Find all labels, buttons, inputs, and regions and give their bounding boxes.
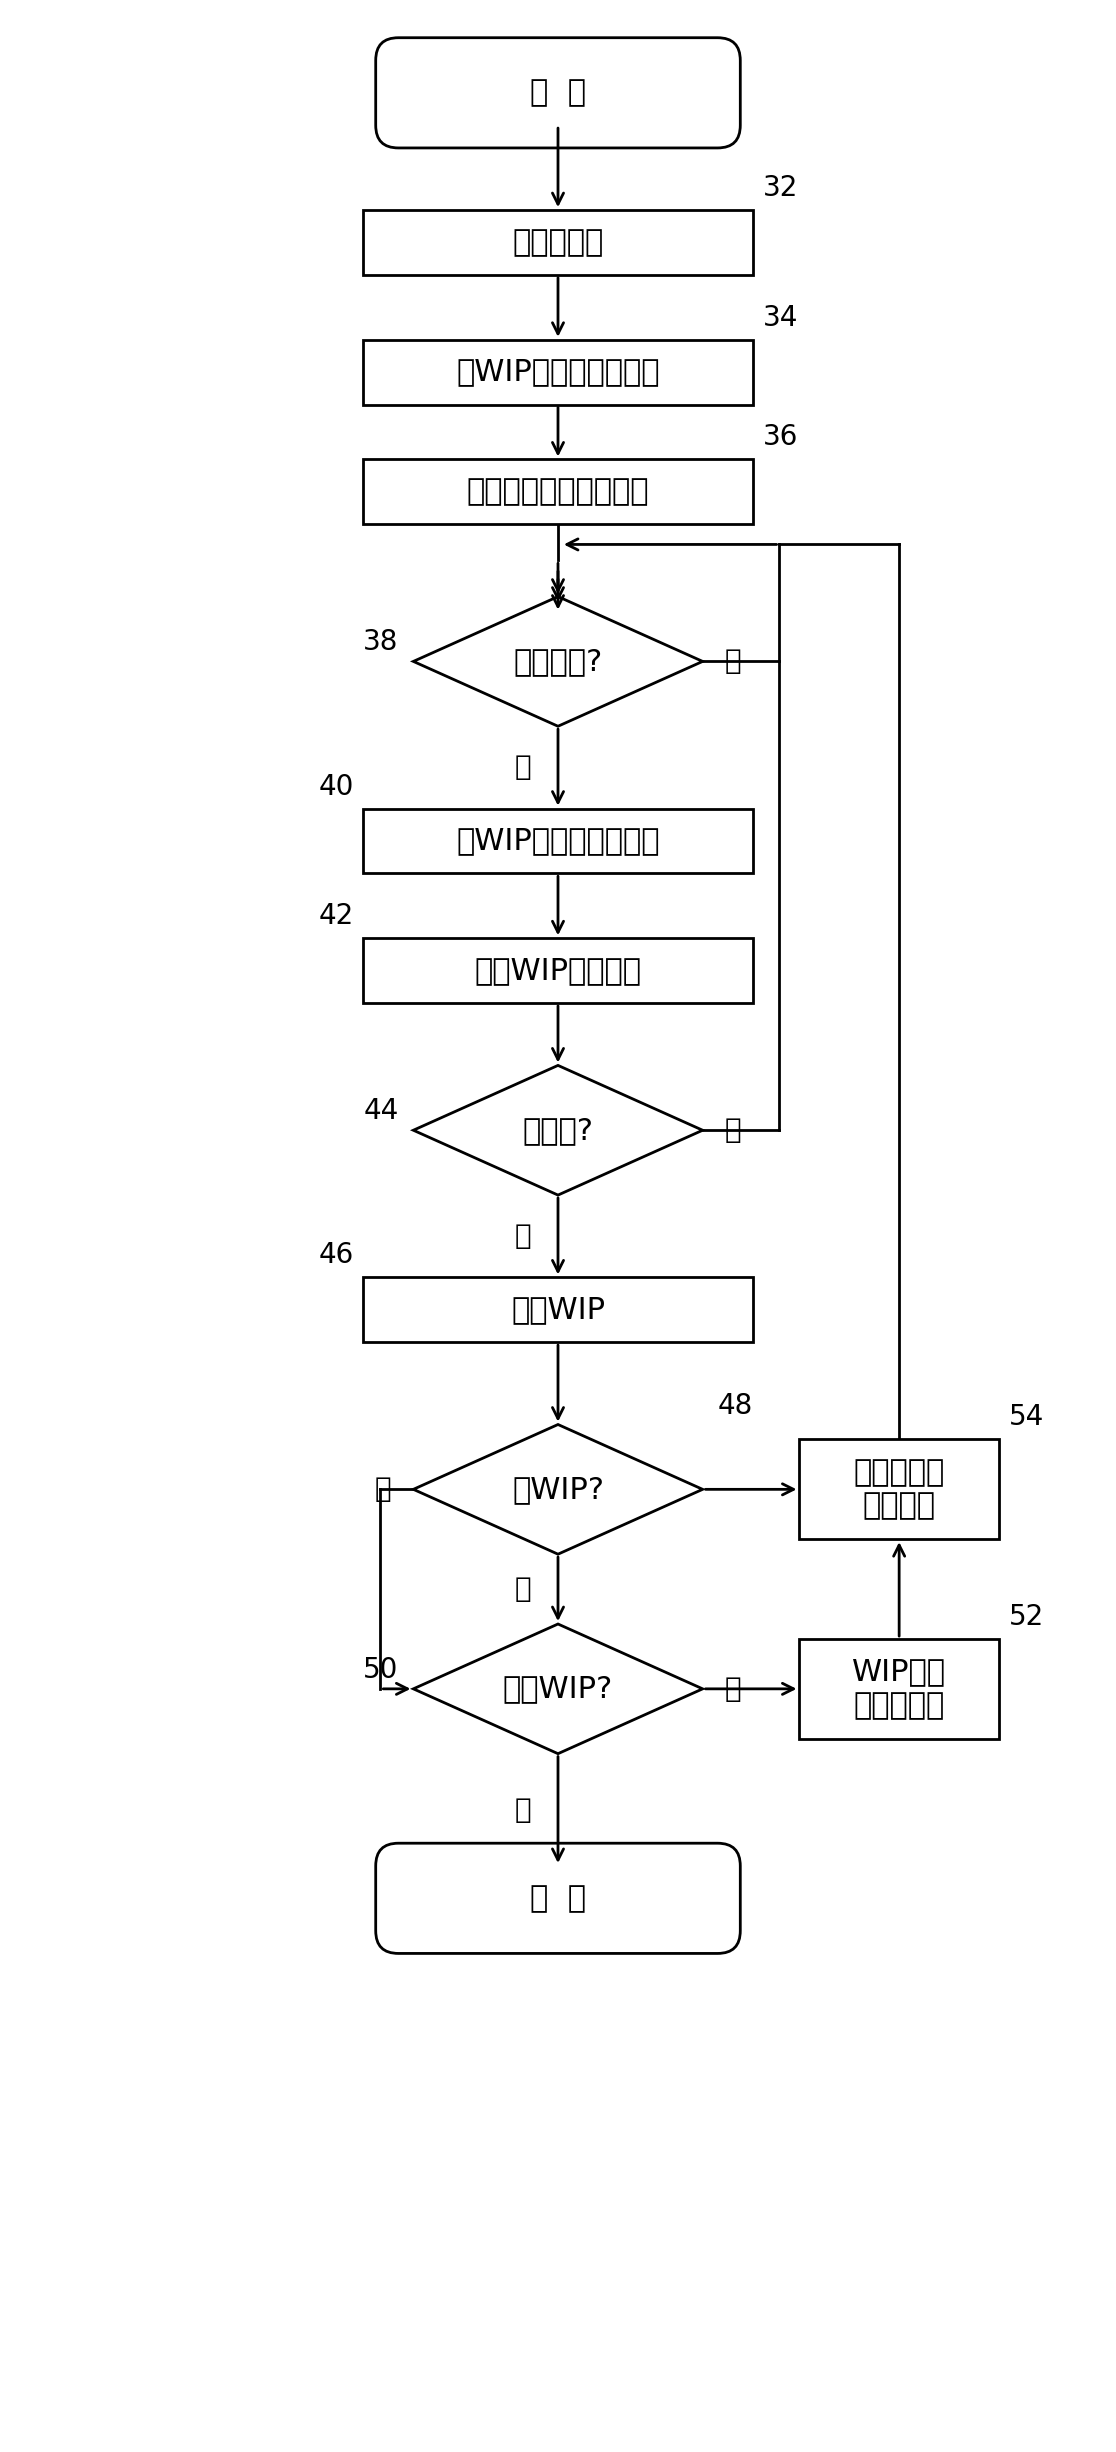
- Bar: [364, 1277, 752, 1341]
- Text: 32: 32: [762, 174, 798, 201]
- Text: 44: 44: [363, 1096, 398, 1125]
- Text: 对设备信息素变量赋值: 对设备信息素变量赋值: [466, 478, 650, 505]
- Bar: [364, 341, 752, 405]
- Text: 否: 否: [724, 647, 741, 674]
- Text: 42: 42: [318, 902, 354, 929]
- Text: 52: 52: [1009, 1604, 1045, 1631]
- Text: 是: 是: [514, 1221, 531, 1251]
- Text: 否: 否: [514, 1574, 531, 1604]
- Bar: [799, 1439, 999, 1540]
- Polygon shape: [413, 596, 703, 726]
- Text: 设备空闲?: 设备空闲?: [513, 647, 603, 677]
- Text: 否: 否: [724, 1675, 741, 1702]
- Text: 计算WIP选择变量: 计算WIP选择变量: [474, 956, 642, 986]
- Text: 46: 46: [318, 1241, 354, 1270]
- Text: 48: 48: [718, 1393, 753, 1420]
- Text: 对WIP信息素变量赋值: 对WIP信息素变量赋值: [456, 826, 660, 856]
- Text: 结  束: 结 束: [530, 1883, 586, 1913]
- Text: 38: 38: [363, 628, 398, 657]
- FancyBboxPatch shape: [376, 1844, 740, 1954]
- Text: 加工WIP: 加工WIP: [511, 1295, 605, 1324]
- Text: 是: 是: [514, 1795, 531, 1824]
- Bar: [799, 1638, 999, 1738]
- Text: 36: 36: [762, 424, 798, 451]
- Text: 把WIP送到相应缓冲区: 把WIP送到相应缓冲区: [456, 358, 660, 387]
- Text: WIP移至
下一缓冲区: WIP移至 下一缓冲区: [853, 1658, 946, 1721]
- Text: 34: 34: [762, 304, 798, 331]
- FancyBboxPatch shape: [376, 37, 740, 147]
- Text: 更新设备信
息素变量: 更新设备信 息素变量: [854, 1459, 945, 1520]
- Polygon shape: [413, 1425, 703, 1555]
- Text: 是: 是: [514, 753, 531, 782]
- Text: 开  始: 开 始: [530, 78, 586, 108]
- Text: 40: 40: [318, 772, 354, 799]
- Polygon shape: [413, 1067, 703, 1194]
- Text: 废WIP?: 废WIP?: [512, 1474, 604, 1503]
- Text: 50: 50: [363, 1655, 398, 1685]
- Polygon shape: [413, 1623, 703, 1753]
- Bar: [364, 459, 752, 525]
- Text: 54: 54: [1009, 1403, 1045, 1432]
- Bar: [364, 211, 752, 275]
- Bar: [364, 809, 752, 873]
- Text: 输入标识码: 输入标识码: [512, 228, 604, 257]
- Text: 是: 是: [375, 1476, 392, 1503]
- Bar: [364, 939, 752, 1003]
- Text: 最大值?: 最大值?: [522, 1116, 594, 1145]
- Text: 否: 否: [724, 1116, 741, 1145]
- Text: 完成WIP?: 完成WIP?: [503, 1675, 613, 1704]
